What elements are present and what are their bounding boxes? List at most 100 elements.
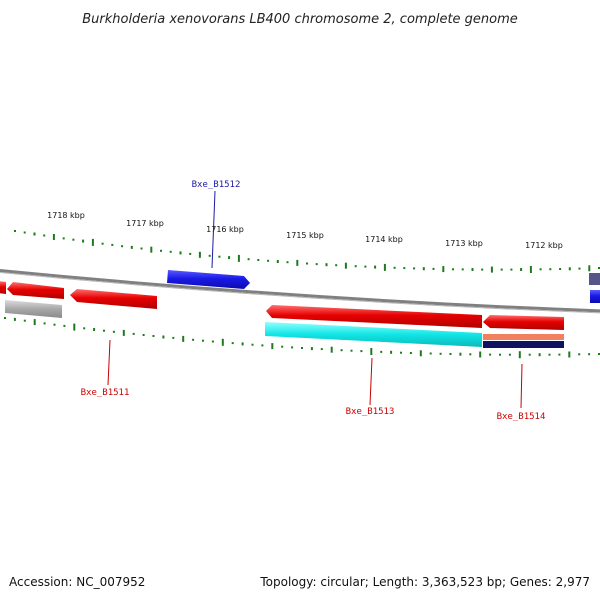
gc-tick <box>306 262 308 265</box>
gc-tick <box>422 267 425 271</box>
gc-tick <box>211 340 214 343</box>
gene-right-edge-blue[interactable] <box>590 290 600 303</box>
gc-tick <box>198 251 201 258</box>
gc-tick <box>301 347 303 349</box>
gc-tick <box>520 268 523 271</box>
gene-label-bxe-b1513[interactable]: Bxe_B1513 <box>346 407 395 417</box>
gc-tick <box>354 265 357 268</box>
gc-tick <box>33 319 36 326</box>
gc-tick <box>568 267 571 271</box>
gc-tick <box>403 267 406 270</box>
gc-tick <box>43 234 46 237</box>
gc-tick <box>374 265 377 269</box>
gc-tick <box>419 350 422 357</box>
gc-tick <box>598 353 600 355</box>
gc-tick <box>364 265 367 268</box>
gc-tick <box>360 350 363 353</box>
gc-tick <box>548 353 551 356</box>
gene-label-bxe-b1514[interactable]: Bxe_B1514 <box>497 412 546 422</box>
feature-cyan[interactable] <box>265 322 482 347</box>
gene-bxe-b1513[interactable] <box>266 305 482 328</box>
topology-summary: Topology: circular; Length: 3,363,523 bp… <box>259 575 590 589</box>
gene-bxe-b1512[interactable] <box>167 270 250 289</box>
gc-tick <box>72 238 75 241</box>
gc-tick <box>510 268 513 271</box>
gc-tick <box>23 231 26 234</box>
gc-tick <box>461 268 464 271</box>
feature-salmon[interactable] <box>483 334 564 340</box>
gc-tick <box>380 350 383 353</box>
gene-label-leaders <box>107 190 523 409</box>
feature-gray[interactable] <box>5 300 62 318</box>
gc-tick <box>221 338 224 346</box>
gene-label-bxe-b1511[interactable]: Bxe_B1511 <box>81 388 130 398</box>
gc-tick <box>409 352 412 354</box>
gc-tick <box>91 238 94 246</box>
gc-tick <box>538 353 541 357</box>
scale-label-1718: 1718 kbp <box>47 211 85 220</box>
gc-tick <box>390 350 393 354</box>
feature-navy[interactable] <box>483 341 564 348</box>
gc-tick <box>315 263 318 266</box>
gc-tick <box>291 346 294 349</box>
scale-labels: 1718 kbp 1717 kbp 1716 kbp 1715 kbp 1714… <box>47 211 563 250</box>
gc-tick <box>73 323 76 331</box>
scale-label-1716: 1716 kbp <box>206 225 244 234</box>
gc-tick <box>271 343 274 350</box>
gc-tick <box>439 352 442 355</box>
gc-tick <box>499 353 501 356</box>
gc-tick <box>4 317 6 319</box>
gene-left-edge-red[interactable] <box>0 281 6 294</box>
gc-tick <box>568 351 571 358</box>
gc-tick <box>330 346 333 353</box>
gc-tick <box>251 343 254 346</box>
gc-tick <box>267 259 270 262</box>
gc-tick <box>500 268 503 271</box>
gc-tick <box>218 255 221 258</box>
gene-right-edge-slate[interactable] <box>589 273 600 285</box>
gc-tick <box>588 265 591 272</box>
gc-tick <box>528 353 531 356</box>
accession-text: Accession: NC_007952 <box>9 575 145 589</box>
gc-tick <box>479 351 482 358</box>
gc-tick <box>228 256 231 260</box>
gc-tick <box>172 336 175 339</box>
scale-label-1713: 1713 kbp <box>445 239 483 248</box>
gc-tick <box>490 266 493 273</box>
gc-tick <box>93 328 96 331</box>
gene-bxe-b1511[interactable] <box>70 289 157 309</box>
gc-tick <box>469 353 472 356</box>
gene-left-red-arrow[interactable] <box>7 282 64 299</box>
gc-tick <box>429 352 432 355</box>
gc-tick <box>169 250 172 253</box>
scale-label-1714: 1714 kbp <box>365 235 403 244</box>
gc-tick <box>393 266 396 269</box>
gc-tick <box>400 351 402 354</box>
gc-tick <box>130 245 133 249</box>
gc-tick <box>518 351 521 359</box>
gc-tick <box>598 267 600 269</box>
gc-tick <box>286 261 289 264</box>
gc-tick <box>459 352 462 356</box>
scale-label-1715: 1715 kbp <box>286 231 324 240</box>
gene-bxe-b1514[interactable] <box>483 315 564 330</box>
gc-tick <box>257 259 260 261</box>
gc-tick <box>442 266 445 273</box>
gc-tick <box>310 347 313 351</box>
gc-tick <box>578 353 581 356</box>
gc-tick <box>296 259 299 266</box>
gc-tick <box>231 342 234 345</box>
gc-tick <box>208 254 211 257</box>
gc-tick <box>432 267 435 270</box>
gc-tick <box>340 349 343 352</box>
gene-label-bxe-b1512[interactable]: Bxe_B1512 <box>192 180 241 190</box>
gc-tick <box>344 262 347 269</box>
map-title: Burkholderia xenovorans LB400 chromosome… <box>82 12 518 27</box>
gc-tick <box>320 348 323 351</box>
gc-tick <box>529 266 532 273</box>
gc-tick <box>370 348 373 355</box>
gc-tick <box>508 353 511 356</box>
gc-tick <box>471 268 474 271</box>
gc-tick <box>578 267 581 270</box>
gc-tick <box>182 335 185 342</box>
